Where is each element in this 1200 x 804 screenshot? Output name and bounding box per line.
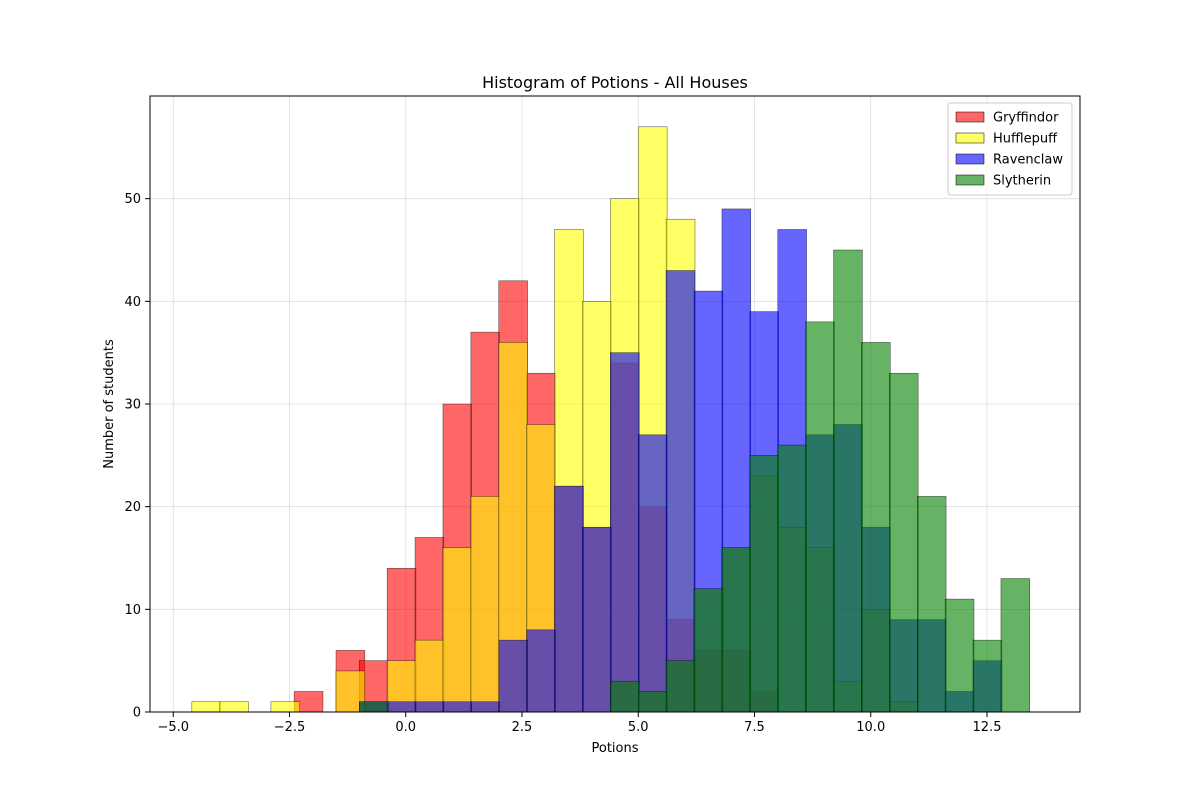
x-tick-label: 0.0 (395, 720, 416, 735)
histogram-bar (693, 588, 724, 713)
histogram-bar (638, 434, 668, 713)
histogram-bar (972, 639, 1003, 713)
histogram-bar (442, 547, 473, 713)
histogram-bar (917, 496, 947, 713)
y-tick-label: 50 (124, 192, 141, 207)
histogram-bar (833, 249, 863, 713)
y-axis-label: Number of students (102, 339, 117, 469)
legend-label: Ravenclaw (993, 153, 1063, 168)
histogram-bar (638, 691, 668, 713)
histogram-bar (386, 701, 417, 713)
axis-ticks: −5.0 −2.5 0.0 2.5 5.0 7.5 10.0 12.5 0 10 20 30 40 50 (124, 192, 1001, 735)
histogram-bar (777, 444, 807, 713)
histogram-bar (414, 639, 445, 713)
y-tick-label: 0 (133, 706, 141, 721)
bars (191, 126, 1031, 713)
legend-label: Slytherin (993, 174, 1051, 189)
histogram-bar (526, 629, 556, 713)
histogram-bar (610, 680, 640, 713)
histogram-bar (442, 701, 473, 713)
y-tick-label: 40 (124, 295, 141, 310)
legend: Gryffindor Hufflepuff Ravenclaw Slytherin (947, 102, 1073, 196)
legend-label: Gryffindor (993, 111, 1059, 126)
histogram-bar (470, 496, 500, 713)
histogram-bar (721, 547, 752, 713)
x-tick-label: −5.0 (157, 720, 189, 735)
x-tick-label: 2.5 (512, 720, 533, 735)
histogram-bar (554, 485, 584, 713)
chart-title: Histogram of Potions - All Houses (482, 73, 748, 92)
legend-swatch (955, 111, 985, 123)
histogram-bar (665, 270, 696, 713)
histogram-bar (219, 701, 249, 713)
legend-label: Hufflepuff (993, 132, 1058, 147)
legend-swatch (955, 174, 985, 186)
legend-swatch (955, 153, 985, 165)
legend-swatch (955, 132, 985, 144)
x-tick-label: −2.5 (274, 720, 306, 735)
histogram-bar (414, 701, 445, 713)
histogram-bar (270, 701, 300, 713)
x-axis-label: Potions (591, 741, 638, 756)
histogram-bar (749, 455, 779, 713)
histogram-bar (805, 321, 835, 713)
y-tick-label: 20 (124, 500, 141, 515)
histogram-bar (470, 701, 500, 713)
histogram-bar (1000, 578, 1031, 713)
histogram-bar (889, 372, 919, 713)
series-slytherin (359, 249, 1031, 713)
x-tick-label: 5.0 (628, 720, 649, 735)
histogram-bar (191, 701, 221, 713)
histogram-bar (861, 342, 891, 713)
y-tick-label: 10 (124, 603, 141, 618)
x-tick-label: 7.5 (744, 720, 765, 735)
y-tick-label: 30 (124, 398, 141, 413)
histogram-bar (582, 526, 612, 713)
x-tick-label: 12.5 (973, 720, 1002, 735)
histogram-bar (498, 639, 528, 713)
x-tick-label: 10.0 (856, 720, 885, 735)
histogram-bar (610, 352, 640, 713)
legend-box (947, 102, 1073, 196)
histogram-bar (359, 701, 389, 713)
histogram-bar (665, 660, 696, 713)
histogram-bar (944, 598, 975, 713)
